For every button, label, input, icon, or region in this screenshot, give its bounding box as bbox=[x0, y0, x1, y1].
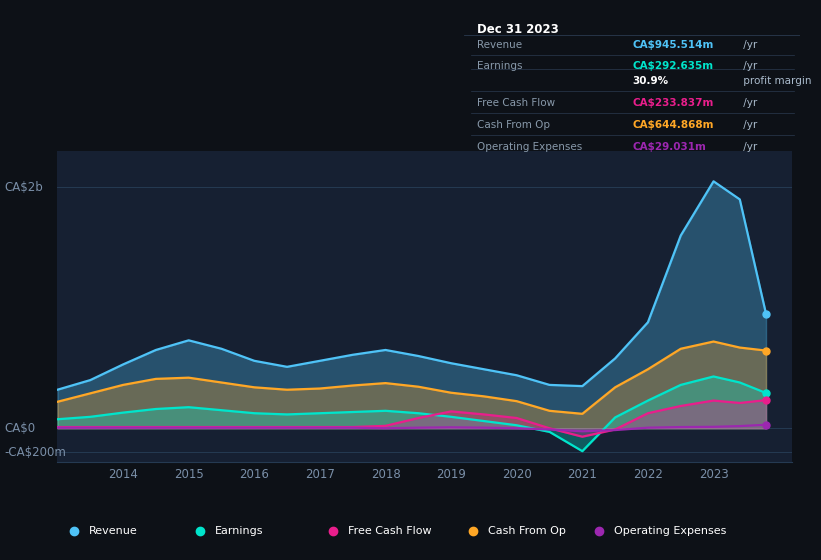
Text: Free Cash Flow: Free Cash Flow bbox=[477, 98, 556, 108]
Text: 30.9%: 30.9% bbox=[632, 76, 668, 86]
Text: CA$2b: CA$2b bbox=[4, 181, 43, 194]
Text: CA$0: CA$0 bbox=[4, 422, 35, 435]
Text: Cash From Op: Cash From Op bbox=[477, 120, 550, 130]
Text: -CA$200m: -CA$200m bbox=[4, 446, 66, 459]
Text: Earnings: Earnings bbox=[215, 526, 264, 535]
Text: CA$233.837m: CA$233.837m bbox=[632, 98, 713, 108]
Text: /yr: /yr bbox=[740, 120, 757, 130]
Text: Operating Expenses: Operating Expenses bbox=[613, 526, 726, 535]
Text: Earnings: Earnings bbox=[477, 60, 523, 71]
Text: Dec 31 2023: Dec 31 2023 bbox=[477, 23, 559, 36]
Text: /yr: /yr bbox=[740, 40, 757, 50]
Text: Free Cash Flow: Free Cash Flow bbox=[348, 526, 431, 535]
Text: CA$945.514m: CA$945.514m bbox=[632, 40, 713, 50]
Text: /yr: /yr bbox=[740, 142, 757, 152]
Text: Operating Expenses: Operating Expenses bbox=[477, 142, 583, 152]
Text: CA$644.868m: CA$644.868m bbox=[632, 120, 713, 130]
Text: Revenue: Revenue bbox=[477, 40, 522, 50]
Text: CA$29.031m: CA$29.031m bbox=[632, 142, 706, 152]
Text: Cash From Op: Cash From Op bbox=[488, 526, 566, 535]
Text: CA$292.635m: CA$292.635m bbox=[632, 60, 713, 71]
Text: /yr: /yr bbox=[740, 60, 757, 71]
Text: profit margin: profit margin bbox=[740, 76, 811, 86]
Text: /yr: /yr bbox=[740, 98, 757, 108]
Text: Revenue: Revenue bbox=[89, 526, 138, 535]
